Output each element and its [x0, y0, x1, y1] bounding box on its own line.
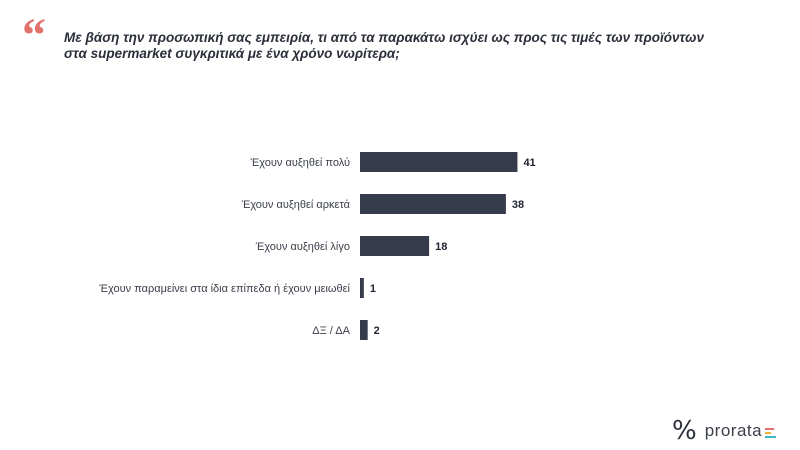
data-label: 18: [435, 241, 447, 253]
bar: [360, 278, 364, 298]
data-label: 2: [374, 325, 380, 337]
logo-bar: [765, 428, 775, 430]
data-label: 1: [370, 283, 376, 295]
category-label: ΔΞ / ΔΑ: [312, 325, 350, 337]
logo-text: prorata: [704, 421, 763, 440]
category-label: Έχουν παραμείνει στα ίδια επίπεδα ή έχου…: [98, 283, 350, 295]
category-label: Έχουν αυξηθεί αρκετά: [241, 199, 351, 211]
category-label: Έχουν αυξηθεί λίγο: [255, 241, 350, 253]
question-line-2: στα supermarket συγκριτικά με ένα χρόνο …: [64, 46, 400, 61]
bar: [360, 194, 506, 214]
prorata-logo: % prorata: [672, 416, 777, 446]
logo-bar: [765, 436, 777, 438]
percent-logo-icon: %: [672, 416, 697, 446]
category-label: Έχουν αυξηθεί πολύ: [250, 157, 350, 169]
bar: [360, 320, 368, 340]
bar: [360, 152, 518, 172]
quote-icon: “: [22, 9, 46, 62]
question-title: Με βάση την προσωπική σας εμπειρία, τι α…: [64, 30, 744, 62]
data-label: 38: [512, 199, 524, 211]
data-label: 41: [523, 157, 535, 169]
question-line-1: Με βάση την προσωπική σας εμπειρία, τι α…: [64, 30, 704, 45]
logo-color-bars-icon: [765, 424, 777, 438]
logo-bar: [765, 432, 772, 434]
bar: [360, 236, 430, 256]
